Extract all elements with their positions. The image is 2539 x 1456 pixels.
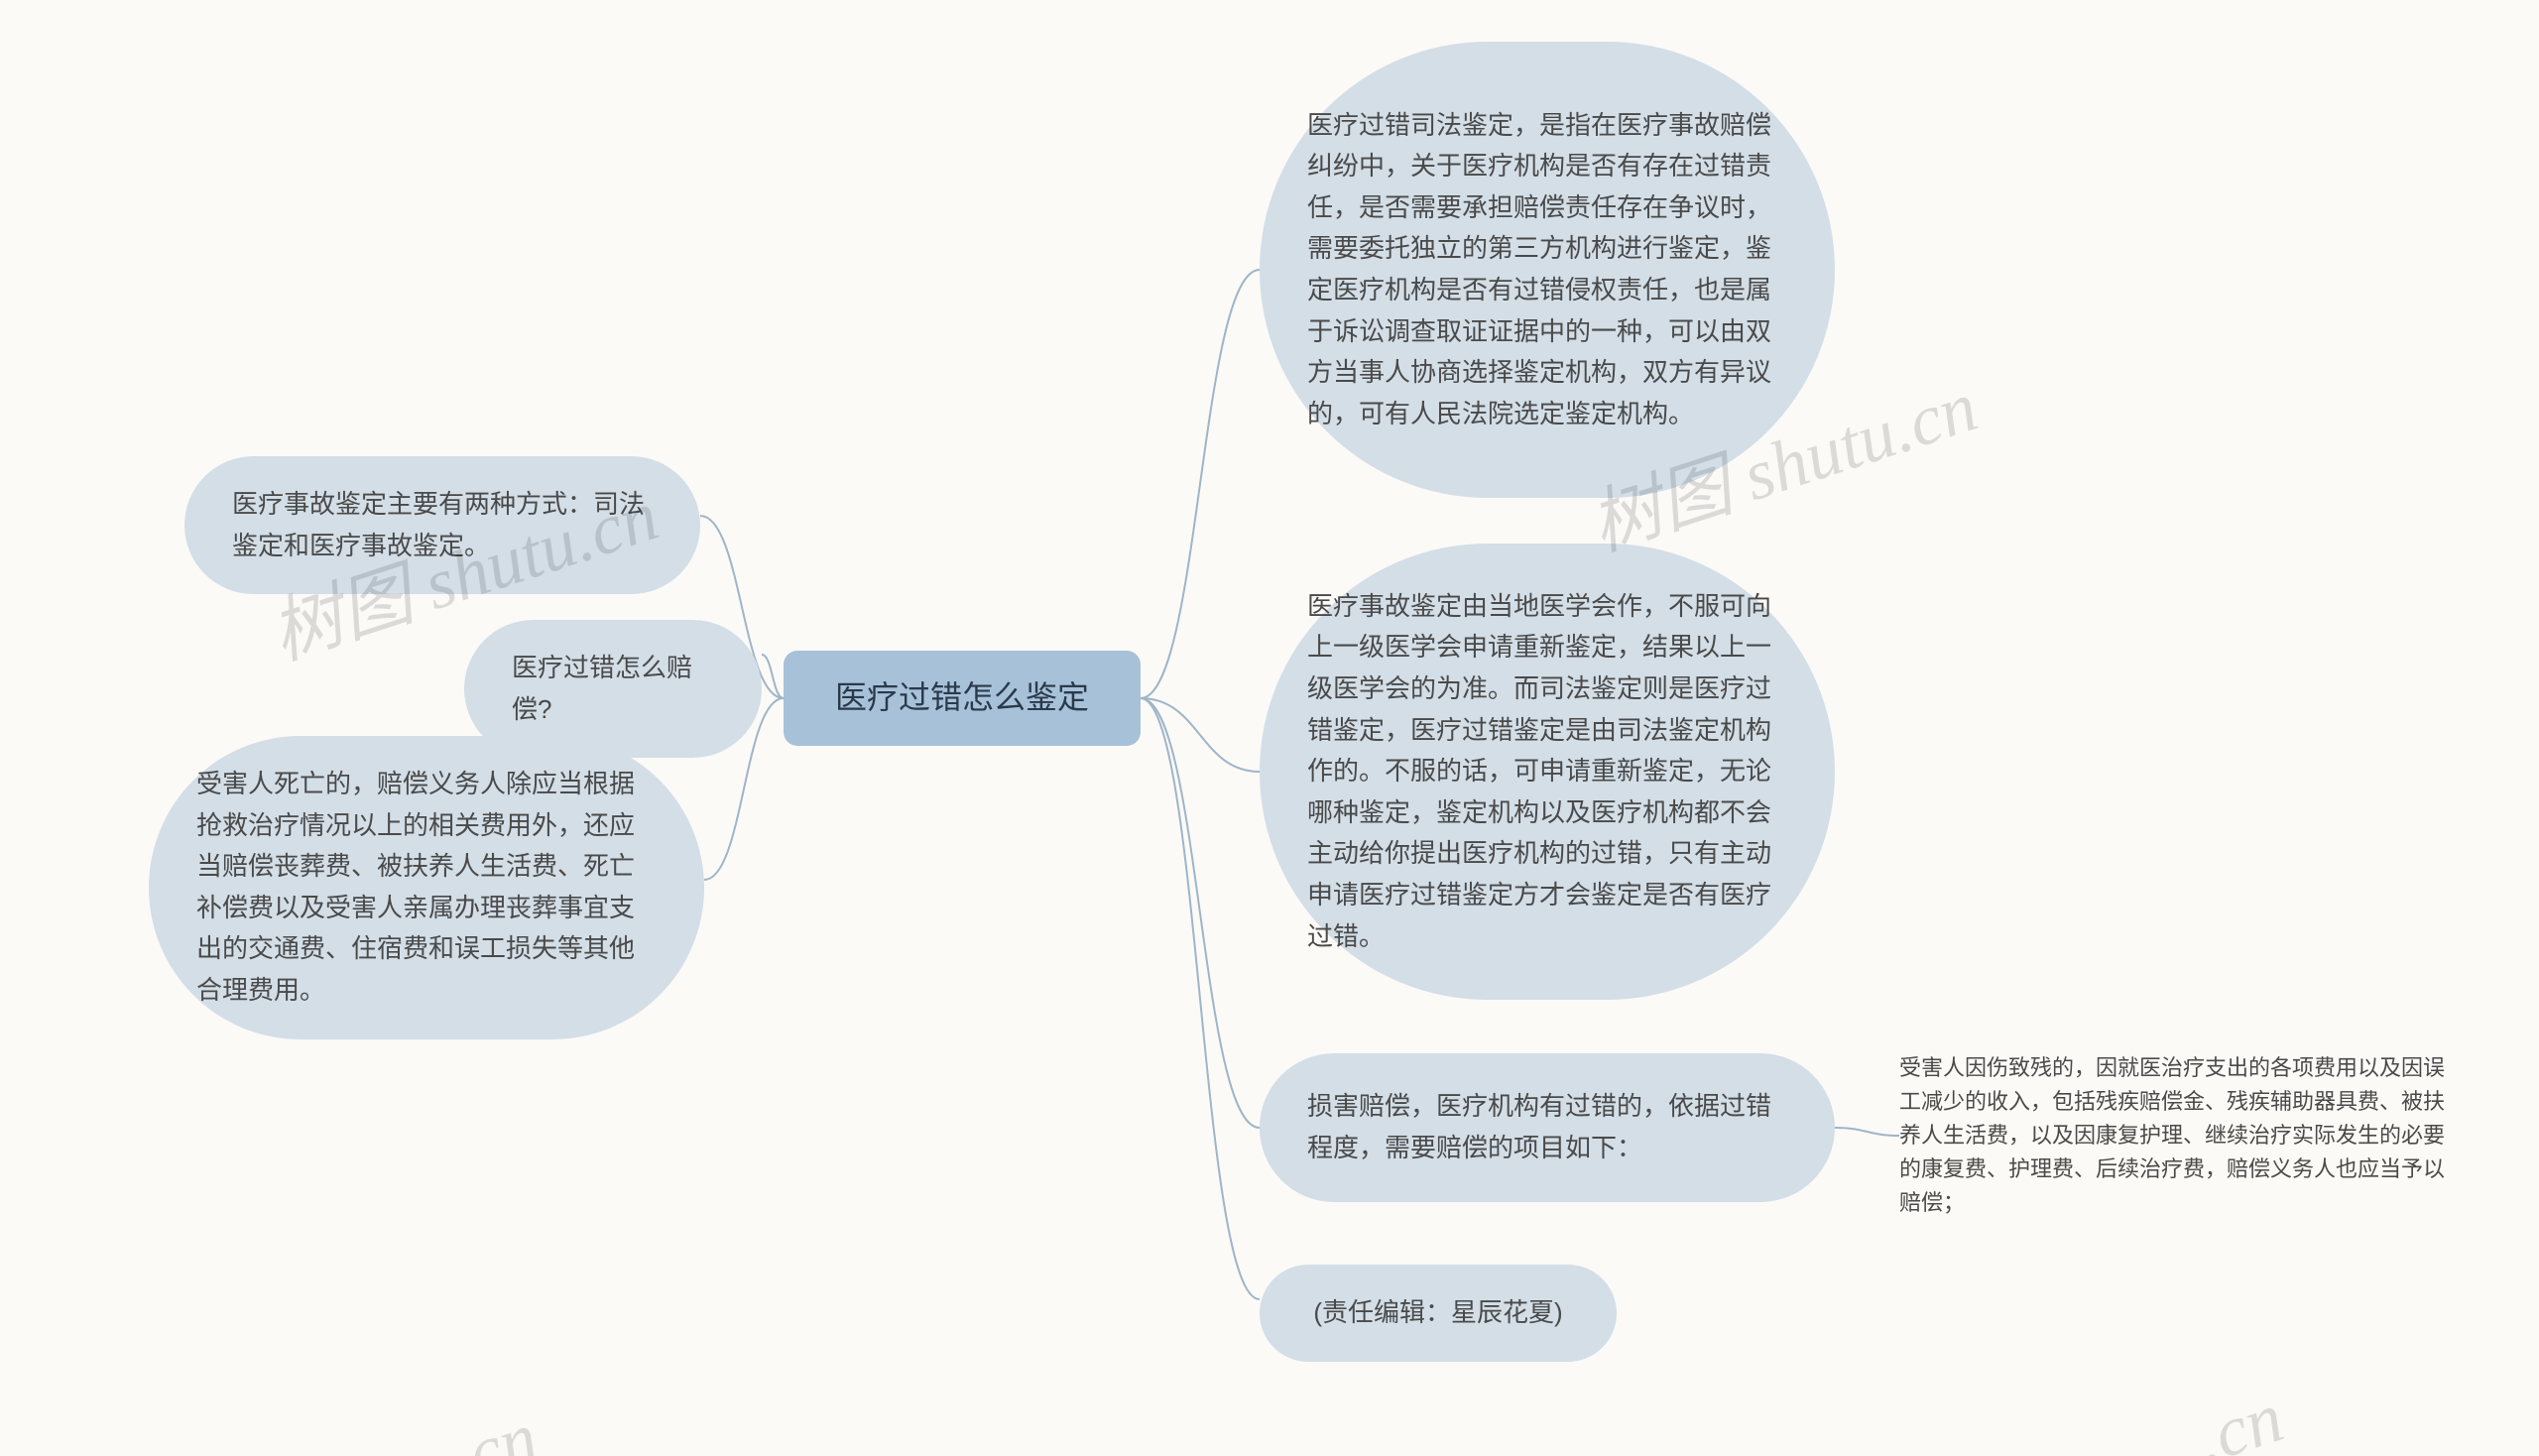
watermark-4: .cn <box>2186 1376 2292 1456</box>
right-node-4: (责任编辑：星辰花夏) <box>1260 1265 1617 1362</box>
watermark-3: .cn <box>440 1395 546 1456</box>
right-node-3: 损害赔偿，医疗机构有过错的，依据过错程度，需要赔偿的项目如下： <box>1260 1053 1835 1202</box>
mindmap-canvas: 医疗过错怎么鉴定 医疗事故鉴定主要有两种方式：司法鉴定和医疗事故鉴定。 医疗过错… <box>0 0 2539 1456</box>
right-node-3-child: 受害人因伤致残的，因就医治疗支出的各项费用以及因误工减少的收入，包括残疾赔偿金、… <box>1899 1036 2455 1235</box>
right-node-1: 医疗过错司法鉴定，是指在医疗事故赔偿纠纷中，关于医疗机构是否有存在过错责任，是否… <box>1260 42 1835 498</box>
center-node: 医疗过错怎么鉴定 <box>784 651 1141 746</box>
left-node-1: 医疗事故鉴定主要有两种方式：司法鉴定和医疗事故鉴定。 <box>184 456 700 594</box>
left-node-3: 受害人死亡的，赔偿义务人除应当根据抢救治疗情况以上的相关费用外，还应当赔偿丧葬费… <box>149 736 704 1039</box>
right-node-2: 医疗事故鉴定由当地医学会作，不服可向上一级医学会申请重新鉴定，结果以上一级医学会… <box>1260 544 1835 1000</box>
